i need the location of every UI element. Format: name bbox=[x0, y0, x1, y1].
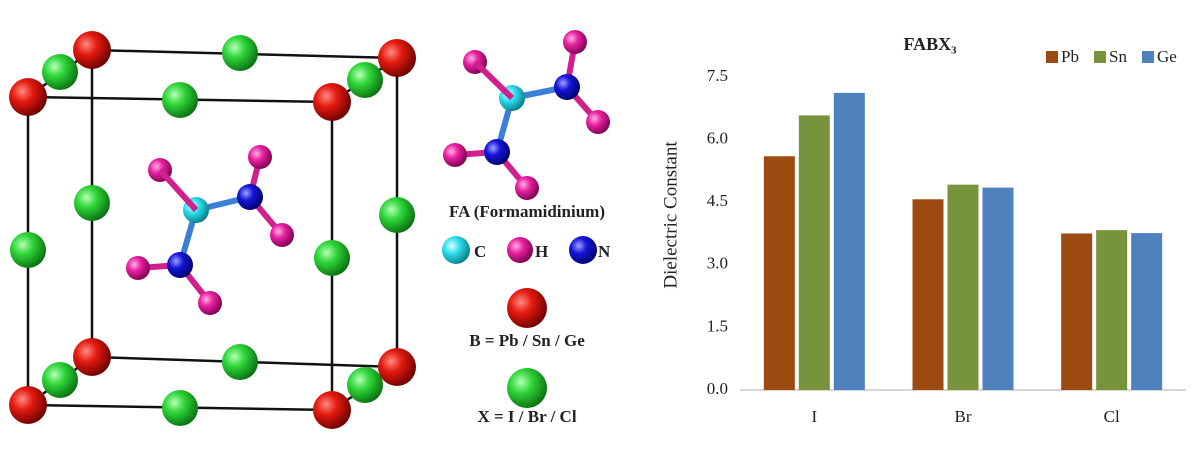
molecule-label: FA (Formamidinium) bbox=[449, 202, 605, 221]
x-atom bbox=[74, 185, 110, 221]
bar bbox=[763, 156, 795, 390]
y-tick-label: 1.5 bbox=[707, 316, 728, 335]
x-atom bbox=[42, 54, 78, 90]
x-tick-label: Br bbox=[955, 407, 972, 426]
x-atom bbox=[347, 62, 383, 98]
legend-swatch bbox=[1094, 51, 1106, 63]
b-atom bbox=[507, 288, 547, 328]
b-atom bbox=[378, 348, 416, 386]
bond bbox=[157, 167, 199, 213]
bond bbox=[472, 59, 515, 101]
h-atom bbox=[198, 291, 222, 315]
bar-chart: 0.0 1.5 3.0 4.5 6.0 7.5 I Br Cl Pb Sn Ge bbox=[707, 47, 1186, 426]
crystal-diagram bbox=[9, 30, 610, 429]
bar bbox=[947, 184, 979, 390]
x-atom bbox=[222, 344, 258, 380]
y-tick-label: 0.0 bbox=[707, 379, 728, 398]
b-site-label: B = Pb / Sn / Ge bbox=[469, 331, 585, 350]
legend-label: Sn bbox=[1109, 47, 1127, 66]
x-tick-label: Cl bbox=[1104, 407, 1120, 426]
h-atom bbox=[126, 256, 150, 280]
atom-label: H bbox=[535, 242, 548, 261]
h-atom bbox=[443, 143, 467, 167]
x-site-label: X = I / Br / Cl bbox=[477, 407, 576, 426]
x-atom bbox=[347, 367, 383, 403]
b-atom bbox=[313, 83, 351, 121]
legend-label: Ge bbox=[1157, 47, 1177, 66]
b-atom bbox=[313, 391, 351, 429]
bar bbox=[798, 115, 830, 391]
b-atom bbox=[73, 338, 111, 376]
x-tick-label: I bbox=[811, 407, 817, 426]
x-atom bbox=[507, 368, 547, 408]
n-atom bbox=[569, 236, 597, 264]
n-atom bbox=[167, 252, 193, 278]
b-atom bbox=[9, 386, 47, 424]
bar bbox=[912, 199, 944, 390]
n-atom bbox=[484, 139, 510, 165]
x-atom bbox=[162, 390, 198, 426]
n-atom bbox=[237, 184, 263, 210]
bar bbox=[1061, 233, 1093, 390]
bar bbox=[833, 92, 865, 390]
atom-label: N bbox=[598, 242, 611, 261]
bar bbox=[1096, 230, 1128, 390]
x-atom bbox=[42, 362, 78, 398]
y-tick-label: 6.0 bbox=[707, 129, 728, 148]
bar bbox=[1131, 233, 1163, 390]
chart-title: FABX₃ bbox=[903, 34, 957, 54]
bar bbox=[982, 187, 1014, 390]
x-atom bbox=[162, 82, 198, 118]
h-atom bbox=[515, 176, 539, 200]
legend-label: Pb bbox=[1061, 47, 1079, 66]
b-atom bbox=[73, 31, 111, 69]
x-atom bbox=[222, 35, 258, 71]
y-tick-label: 7.5 bbox=[707, 66, 728, 85]
legend-swatch bbox=[1142, 51, 1154, 63]
y-tick-label: 4.5 bbox=[707, 191, 728, 210]
y-axis-label: Dielectric Constant bbox=[660, 141, 681, 289]
h-atom bbox=[270, 223, 294, 247]
y-tick-label: 3.0 bbox=[707, 254, 728, 273]
b-atom bbox=[9, 78, 47, 116]
h-atom bbox=[563, 30, 587, 54]
atom-label: C bbox=[474, 242, 486, 261]
c-atom bbox=[442, 236, 470, 264]
h-atom bbox=[586, 110, 610, 134]
b-atom bbox=[378, 39, 416, 77]
legend-swatch bbox=[1046, 51, 1058, 63]
n-atom bbox=[554, 74, 580, 100]
h-atom bbox=[507, 237, 533, 263]
x-atom bbox=[10, 232, 46, 268]
x-atom bbox=[379, 197, 415, 233]
h-atom bbox=[248, 145, 272, 169]
x-atom bbox=[314, 240, 350, 276]
